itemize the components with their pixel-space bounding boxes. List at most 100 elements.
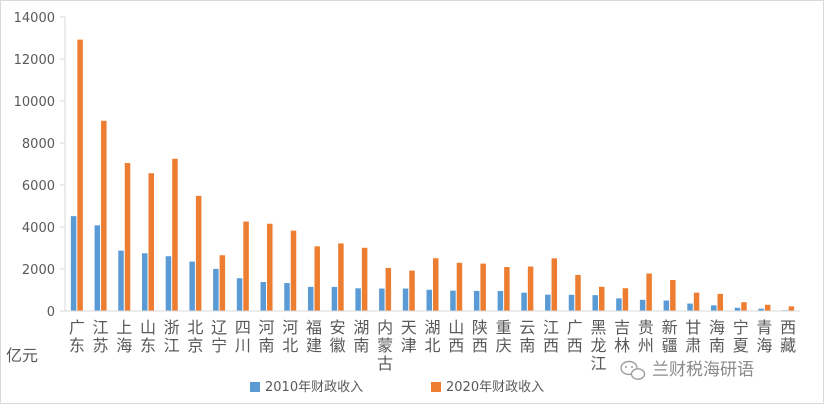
bar-2020: [338, 243, 344, 311]
bar-2020: [670, 279, 676, 311]
bar-2010: [450, 290, 456, 311]
x-tick-label: 重: [496, 318, 512, 337]
x-tick-label: 肃: [685, 336, 701, 355]
x-tick-label: 湖: [353, 318, 369, 337]
watermark: 兰财税海研语: [620, 360, 754, 380]
bar-2020: [195, 195, 202, 311]
bar-2010: [473, 290, 480, 311]
bar-2020: [124, 163, 131, 311]
x-tick-label: 龙: [590, 336, 606, 355]
x-tick-label: 州: [638, 336, 654, 355]
bar-2010: [568, 294, 575, 311]
bar-2010: [118, 250, 124, 311]
x-axis: 广东江苏上海山东浙江北京辽宁四川河南河北福建安徽湖南内蒙古天津湖北山西陕西重庆云…: [65, 310, 800, 373]
bar-2010: [236, 278, 243, 311]
x-tick-label: 古: [377, 354, 393, 373]
x-tick-label: 江: [164, 336, 180, 355]
watermark-text: 兰财税海研语: [652, 360, 754, 380]
x-tick-label: 吉: [614, 318, 630, 337]
x-tick-label: 四: [235, 318, 251, 337]
x-tick-label: 安: [330, 318, 346, 337]
x-tick-label: 黑: [590, 318, 606, 337]
x-tick-label: 上: [116, 318, 132, 337]
bar-2020: [788, 306, 795, 311]
bar-2020: [551, 258, 558, 311]
x-tick-label: 徽: [330, 336, 346, 355]
bar-2010: [355, 288, 361, 311]
x-tick-label: 北: [187, 318, 203, 337]
y-tick-label: 12000: [14, 53, 55, 68]
x-tick-label: 海: [116, 336, 132, 355]
x-tick-label: 蒙: [377, 336, 393, 355]
bar-2010: [284, 283, 290, 311]
x-tick-label: 河: [282, 318, 298, 337]
x-tick-label: 海: [709, 318, 725, 337]
x-tick-label: 湖: [424, 318, 440, 337]
x-tick-label: 南: [519, 336, 535, 355]
x-tick-label: 辽: [211, 318, 227, 337]
bar-2020: [480, 263, 486, 311]
x-tick-label: 山: [448, 318, 464, 337]
x-tick-label: 青: [756, 318, 772, 337]
x-tick-label: 广: [567, 318, 583, 337]
bar-2010: [213, 268, 219, 311]
y-tick-label: 10000: [14, 95, 55, 110]
x-tick-label: 西: [780, 318, 796, 337]
y-tick-label: 14000: [14, 11, 55, 26]
bar-2020: [646, 273, 652, 311]
x-tick-label: 藏: [780, 336, 796, 355]
bar-2020: [598, 286, 605, 311]
bar-2020: [409, 270, 415, 311]
y-axis-unit-label: 亿元: [6, 346, 38, 365]
x-tick-label: 宁: [211, 336, 227, 355]
legend-label-2010: 2010年财政收入: [265, 380, 363, 395]
bar-2010: [711, 305, 717, 311]
bar-2010: [189, 261, 195, 311]
x-tick-label: 疆: [662, 336, 678, 355]
bar-2020: [361, 247, 368, 311]
bar-2020: [77, 39, 83, 311]
bar-2010: [331, 286, 338, 311]
bar-2010: [402, 288, 409, 311]
x-tick-label: 苏: [93, 336, 109, 355]
bar-2020: [504, 267, 510, 311]
bar-2020: [741, 302, 747, 311]
x-tick-label: 江: [543, 318, 559, 337]
bar-2020: [290, 230, 297, 311]
x-tick-label: 宁: [733, 318, 749, 337]
bar-2020: [456, 262, 463, 311]
bar-2020: [267, 223, 273, 311]
x-tick-label: 南: [353, 336, 369, 355]
bar-2010: [426, 289, 432, 311]
y-axis: 0 2000 4000 6000 8000 10000 12000 14000: [14, 11, 66, 320]
x-tick-label: 广: [69, 318, 85, 337]
x-tick-label: 天: [401, 318, 417, 337]
x-tick-label: 西: [543, 336, 559, 355]
legend-swatch-2010: [250, 382, 260, 392]
bar-2020: [219, 255, 226, 311]
x-tick-label: 北: [424, 336, 440, 355]
x-tick-label: 陕: [472, 318, 488, 337]
legend-swatch-2020: [431, 382, 441, 392]
x-tick-label: 海: [756, 336, 772, 355]
x-tick-label: 浙: [164, 318, 180, 337]
legend-label-2020: 2020年财政收入: [446, 380, 544, 395]
x-tick-label: 夏: [733, 336, 749, 355]
bar-2010: [545, 294, 551, 311]
x-tick-label: 东: [140, 336, 156, 355]
x-tick-label: 建: [306, 336, 322, 355]
bar-2010: [687, 303, 693, 311]
wechat-icon: [620, 360, 646, 380]
bar-2010: [639, 299, 646, 311]
x-tick-label: 西: [472, 336, 488, 355]
x-tick-label: 北: [282, 336, 298, 355]
y-tick-label: 2000: [22, 263, 55, 278]
bar-2020: [527, 266, 534, 311]
bar-2010: [497, 291, 504, 311]
bar-2010: [521, 292, 527, 311]
bar-2020: [243, 221, 249, 311]
x-tick-label: 西: [448, 336, 464, 355]
